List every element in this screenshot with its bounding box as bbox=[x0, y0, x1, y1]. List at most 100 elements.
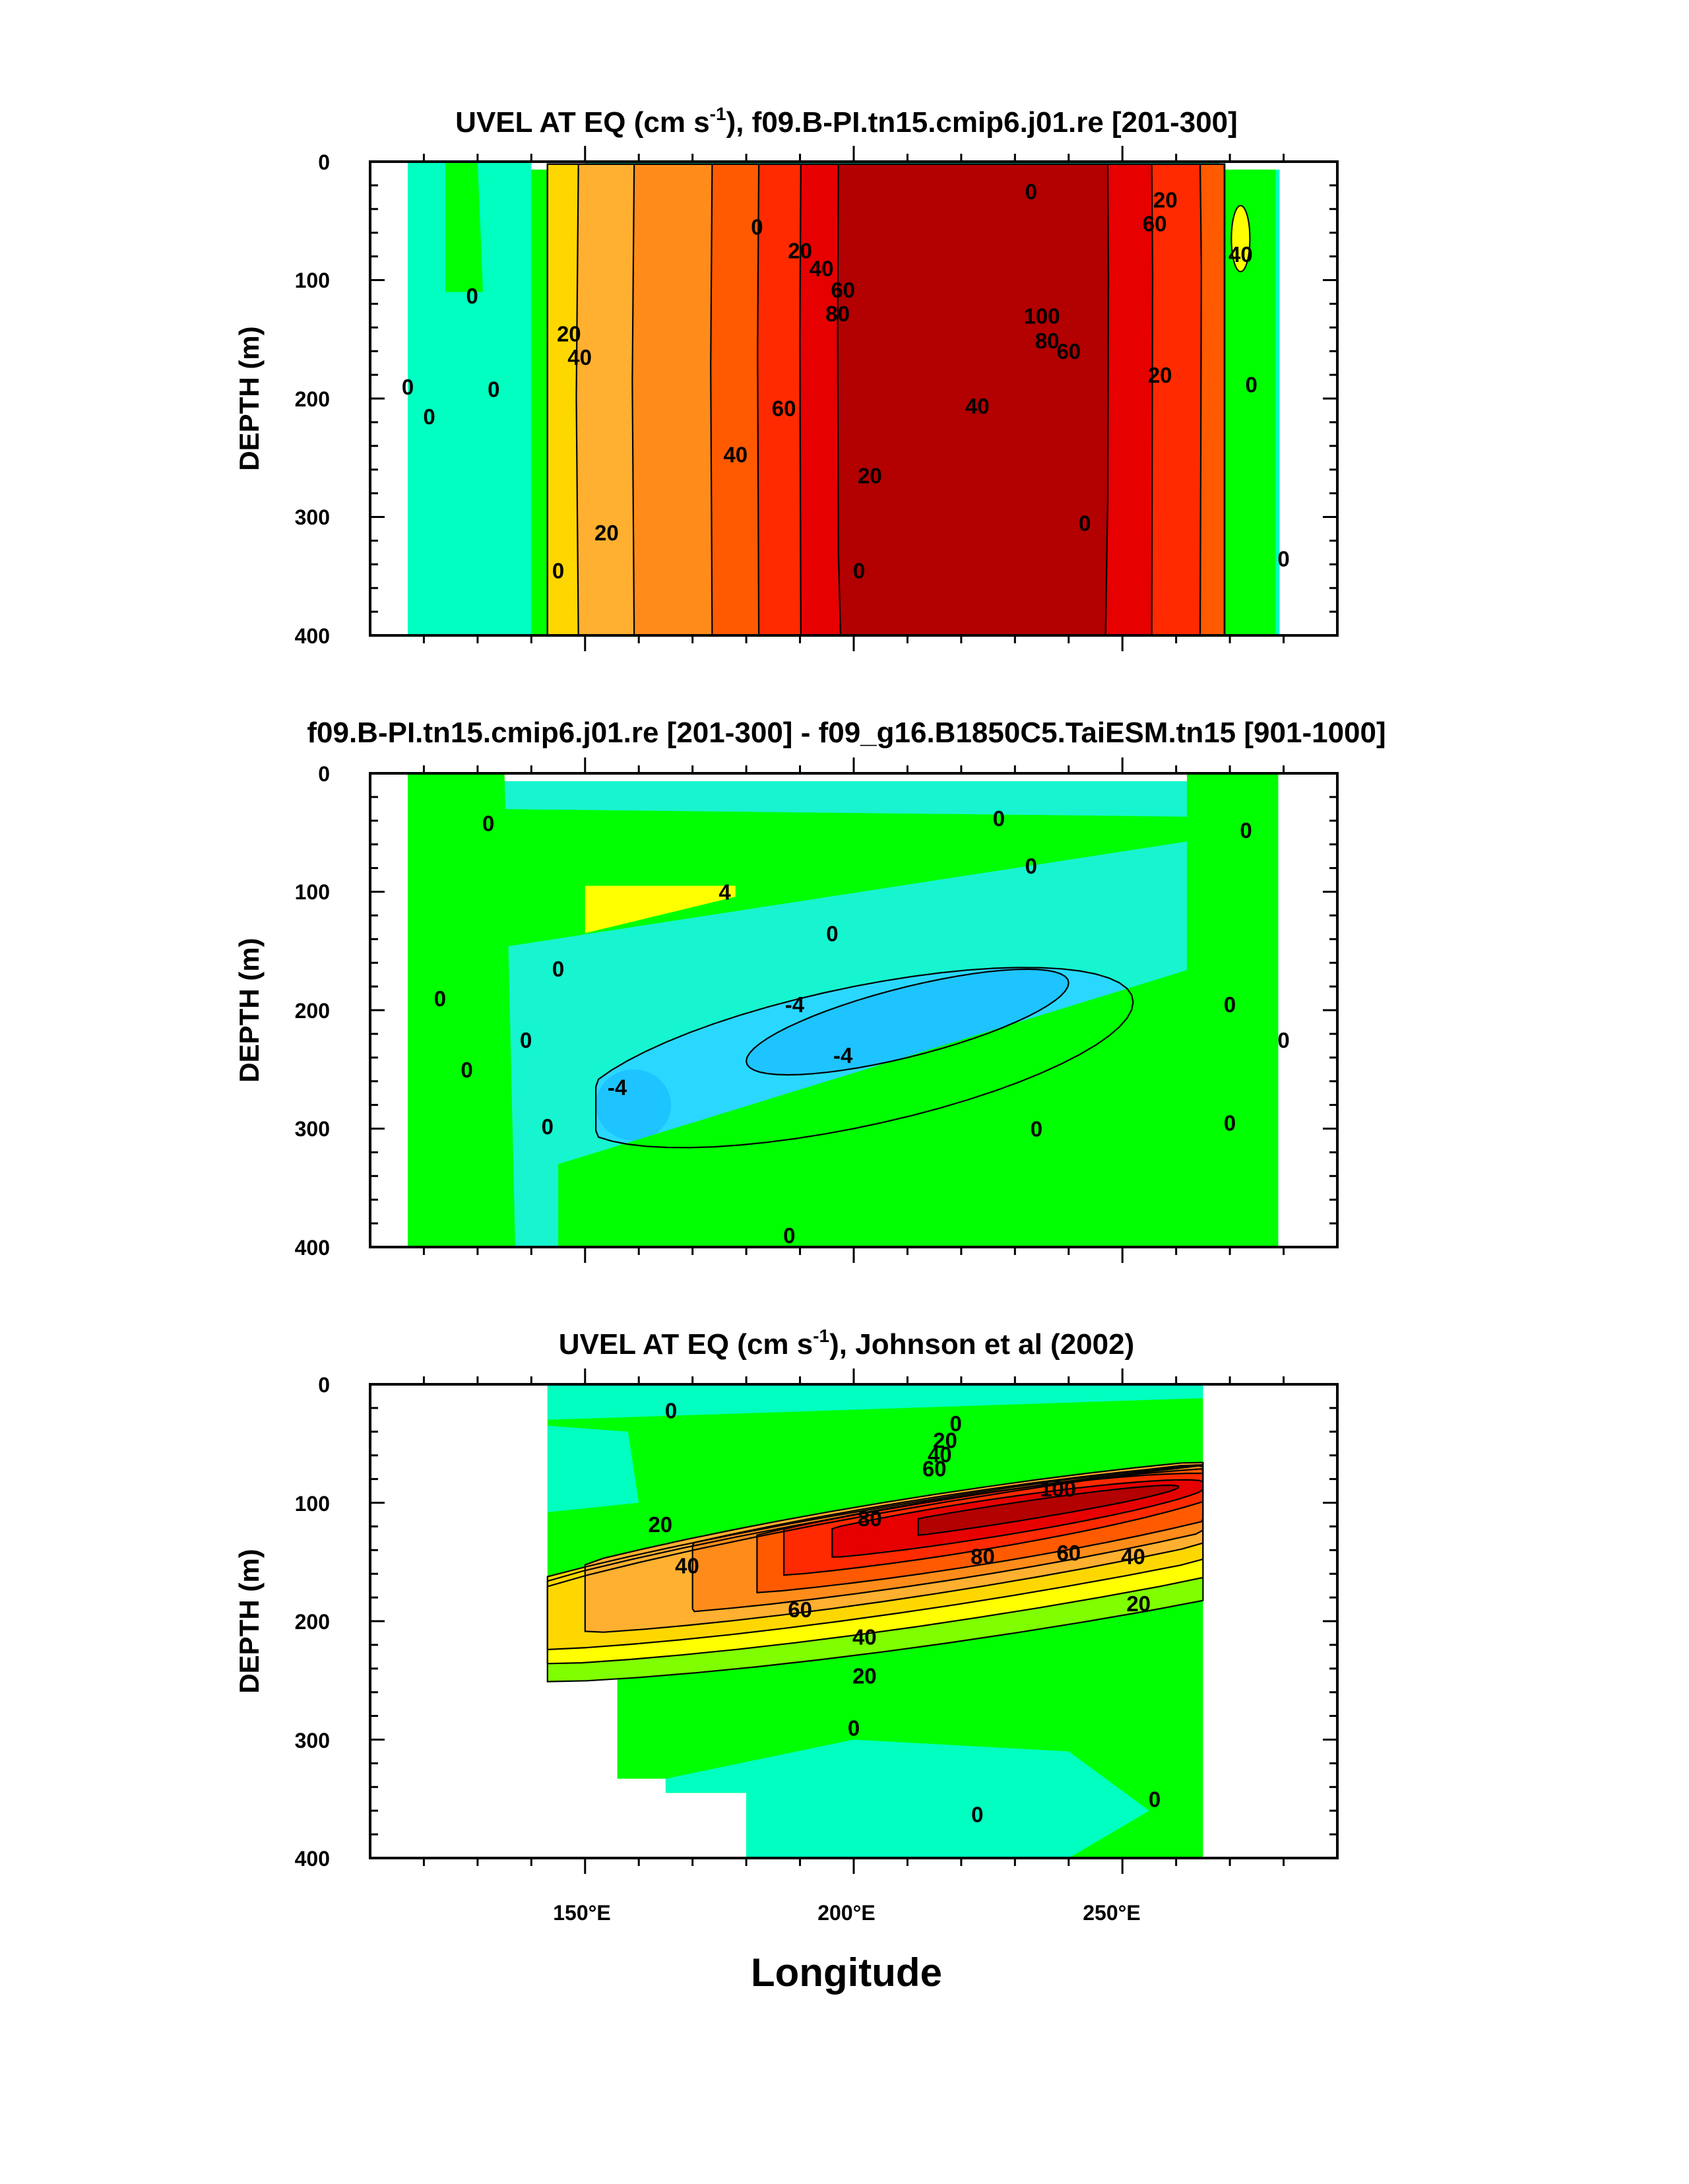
contour-label: 60 bbox=[788, 1597, 812, 1622]
contour-label: 0 bbox=[665, 1399, 677, 1423]
contour-label: 4 bbox=[718, 880, 731, 905]
x-tick-labels: 150°E 200°E 250°E bbox=[553, 1901, 1141, 1925]
jet-contour-line bbox=[917, 1484, 1180, 1536]
deep-westward-region bbox=[665, 1739, 1149, 1858]
contour-label: 80 bbox=[971, 1544, 995, 1568]
deep-positive-region bbox=[558, 970, 1187, 1247]
jet-contour-line bbox=[584, 1461, 1204, 1633]
contour-fill bbox=[547, 1384, 1203, 1858]
contour-label: 20 bbox=[557, 321, 581, 346]
contour-label: 0 bbox=[402, 375, 414, 399]
y-tick-labels: 0 100 200 300 400 bbox=[295, 762, 330, 1260]
contour-label: 40 bbox=[675, 1554, 699, 1578]
contour-label: 20 bbox=[594, 521, 619, 545]
contour-label: 0 bbox=[848, 1716, 860, 1741]
eastern-blob-region bbox=[1230, 205, 1251, 273]
jet-contour-line bbox=[691, 1464, 1204, 1613]
contour-label: 0 bbox=[1149, 1787, 1161, 1811]
contour-label: 60 bbox=[1056, 1541, 1081, 1565]
neg-contour-line bbox=[745, 968, 1069, 1076]
x-tick-label: 200°E bbox=[817, 1901, 876, 1925]
contour-label: 40 bbox=[852, 1624, 877, 1649]
contour-label: 60 bbox=[772, 396, 796, 420]
contour-label: 0 bbox=[488, 377, 499, 402]
panel-observed-uvel: UVEL AT EQ (cm s-1), Johnson et al (2002… bbox=[234, 1326, 1339, 1995]
panel-title: f09.B-PI.tn15.cmip6.j01.re [201-300] - f… bbox=[307, 717, 1386, 749]
y-tick-label: 100 bbox=[295, 880, 330, 904]
contour-label: 60 bbox=[831, 278, 855, 302]
contour-label: 80 bbox=[825, 302, 850, 326]
contour-label: 40 bbox=[810, 257, 834, 281]
contour-label: 0 bbox=[520, 1028, 532, 1052]
eastern-edge-region bbox=[1275, 170, 1280, 635]
panel-title: UVEL AT EQ (cm s-1), Johnson et al (2002… bbox=[559, 1326, 1135, 1361]
contour-label: 40 bbox=[1121, 1544, 1145, 1568]
contour-label: 20 bbox=[852, 1664, 877, 1688]
y-axis-label: DEPTH (m) bbox=[234, 326, 265, 470]
contour-label: -4 bbox=[833, 1043, 853, 1068]
contour-label: 0 bbox=[950, 1411, 962, 1436]
contour-label: 0 bbox=[783, 1223, 795, 1248]
axes-frame bbox=[369, 146, 1339, 651]
contour-label: 0 bbox=[1025, 854, 1037, 878]
zero-contour-line bbox=[594, 967, 1134, 1149]
positive-four-region bbox=[585, 885, 736, 934]
y-tick-label: 400 bbox=[295, 624, 330, 648]
contour-lines bbox=[546, 1461, 1204, 1683]
contour-label: 100 bbox=[1024, 304, 1060, 328]
contour-label: 40 bbox=[1228, 242, 1253, 267]
contour-label: 80 bbox=[858, 1506, 882, 1531]
contour-label: 60 bbox=[1143, 211, 1167, 236]
contour-label: 100 bbox=[1040, 1477, 1076, 1501]
y-tick-label: 400 bbox=[295, 1236, 330, 1260]
contour-label: 80 bbox=[1035, 329, 1060, 353]
contour-label: 0 bbox=[1240, 818, 1252, 843]
contour-label: 0 bbox=[1079, 511, 1091, 536]
contour-label: 0 bbox=[853, 558, 865, 583]
jet-layer-region bbox=[918, 1485, 1179, 1535]
axes-frame bbox=[369, 757, 1339, 1263]
y-tick-label: 200 bbox=[295, 1610, 330, 1634]
western-westward-region bbox=[547, 1425, 639, 1512]
contour-label: 20 bbox=[1126, 1591, 1151, 1616]
negative-west-region bbox=[596, 1069, 672, 1141]
y-tick-label: 100 bbox=[295, 1492, 330, 1516]
contour-label: -4 bbox=[608, 1076, 627, 1100]
jet-contour-line bbox=[837, 163, 1110, 635]
contour-label: 60 bbox=[1056, 339, 1081, 364]
contour-label: 20 bbox=[1148, 363, 1172, 387]
contour-label: 20 bbox=[648, 1512, 672, 1537]
contour-label: 0 bbox=[434, 986, 446, 1011]
western-positive-region bbox=[408, 773, 515, 1247]
panel-model-uvel: UVEL AT EQ (cm s-1), f09.B-PI.tn15.cmip6… bbox=[234, 104, 1339, 651]
contour-label: 0 bbox=[751, 215, 763, 240]
contour-label: 40 bbox=[928, 1442, 952, 1467]
x-axis-label: Longitude bbox=[751, 1950, 942, 1995]
contour-label: 0 bbox=[466, 284, 478, 308]
contour-label: 0 bbox=[993, 806, 1005, 831]
y-tick-labels: 0 100 200 300 400 bbox=[295, 1373, 330, 1871]
jet-contour-line bbox=[756, 1468, 1204, 1593]
panel-difference: f09.B-PI.tn15.cmip6.j01.re [201-300] - f… bbox=[234, 717, 1386, 1263]
axes-frame bbox=[369, 1368, 1339, 1874]
contour-label: 0 bbox=[482, 811, 494, 835]
y-tick-label: 400 bbox=[295, 1847, 330, 1871]
y-tick-label: 300 bbox=[295, 1117, 330, 1141]
y-tick-label: 100 bbox=[295, 269, 330, 292]
jet-contour-line bbox=[782, 1472, 1204, 1576]
contour-label: 0 bbox=[1224, 1111, 1236, 1136]
contour-label: 0 bbox=[1224, 992, 1236, 1017]
y-tick-label: 200 bbox=[295, 999, 330, 1023]
contour-lines bbox=[594, 967, 1134, 1149]
contour-label: 40 bbox=[567, 345, 592, 369]
western-strip-region bbox=[445, 162, 483, 292]
y-axis-label: DEPTH (m) bbox=[234, 1549, 265, 1693]
contour-label: 0 bbox=[1031, 1117, 1042, 1141]
panel-title: UVEL AT EQ (cm s-1), f09.B-PI.tn15.cmip6… bbox=[455, 104, 1238, 139]
contour-label: 40 bbox=[723, 442, 748, 466]
contour-label: 0 bbox=[552, 957, 564, 981]
contour-fill bbox=[408, 773, 1279, 1247]
